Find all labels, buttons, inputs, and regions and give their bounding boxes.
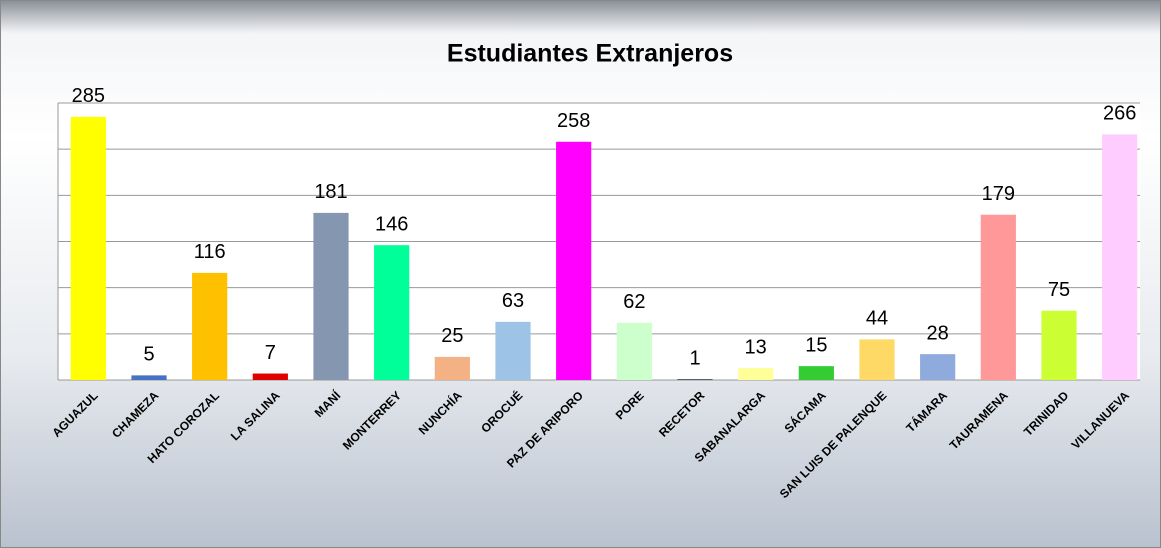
data-label: 258 (557, 110, 590, 132)
bar (798, 366, 834, 380)
bar (859, 339, 895, 380)
bar (374, 245, 410, 380)
data-label: 181 (314, 181, 347, 203)
bar (313, 212, 349, 380)
chart-title: Estudiantes Extranjeros (447, 40, 733, 68)
bar (1041, 310, 1077, 380)
bar (192, 272, 228, 380)
data-label: 15 (805, 334, 827, 356)
data-label: 146 (375, 213, 408, 235)
data-label: 63 (502, 290, 524, 312)
bar (434, 356, 470, 380)
data-label: 5 (143, 344, 154, 366)
bar (920, 354, 956, 380)
data-label: 179 (982, 183, 1015, 205)
data-label: 116 (194, 241, 226, 263)
bar (616, 322, 652, 380)
bar (131, 375, 167, 380)
bar (980, 214, 1016, 380)
data-label: 62 (623, 291, 645, 313)
bar (1102, 134, 1138, 380)
data-label: 28 (927, 322, 949, 344)
data-label: 7 (265, 342, 276, 364)
data-label: 44 (866, 308, 888, 330)
bar (495, 321, 531, 380)
data-label: 25 (441, 325, 463, 347)
data-label: 75 (1048, 279, 1070, 301)
bar (738, 367, 774, 380)
bar (70, 116, 106, 380)
data-label: 1 (689, 347, 700, 369)
bar (252, 373, 288, 380)
data-label: 285 (72, 85, 105, 107)
data-label: 13 (745, 336, 767, 358)
bar (556, 141, 592, 380)
data-label: 266 (1103, 103, 1136, 125)
bar (677, 379, 713, 380)
